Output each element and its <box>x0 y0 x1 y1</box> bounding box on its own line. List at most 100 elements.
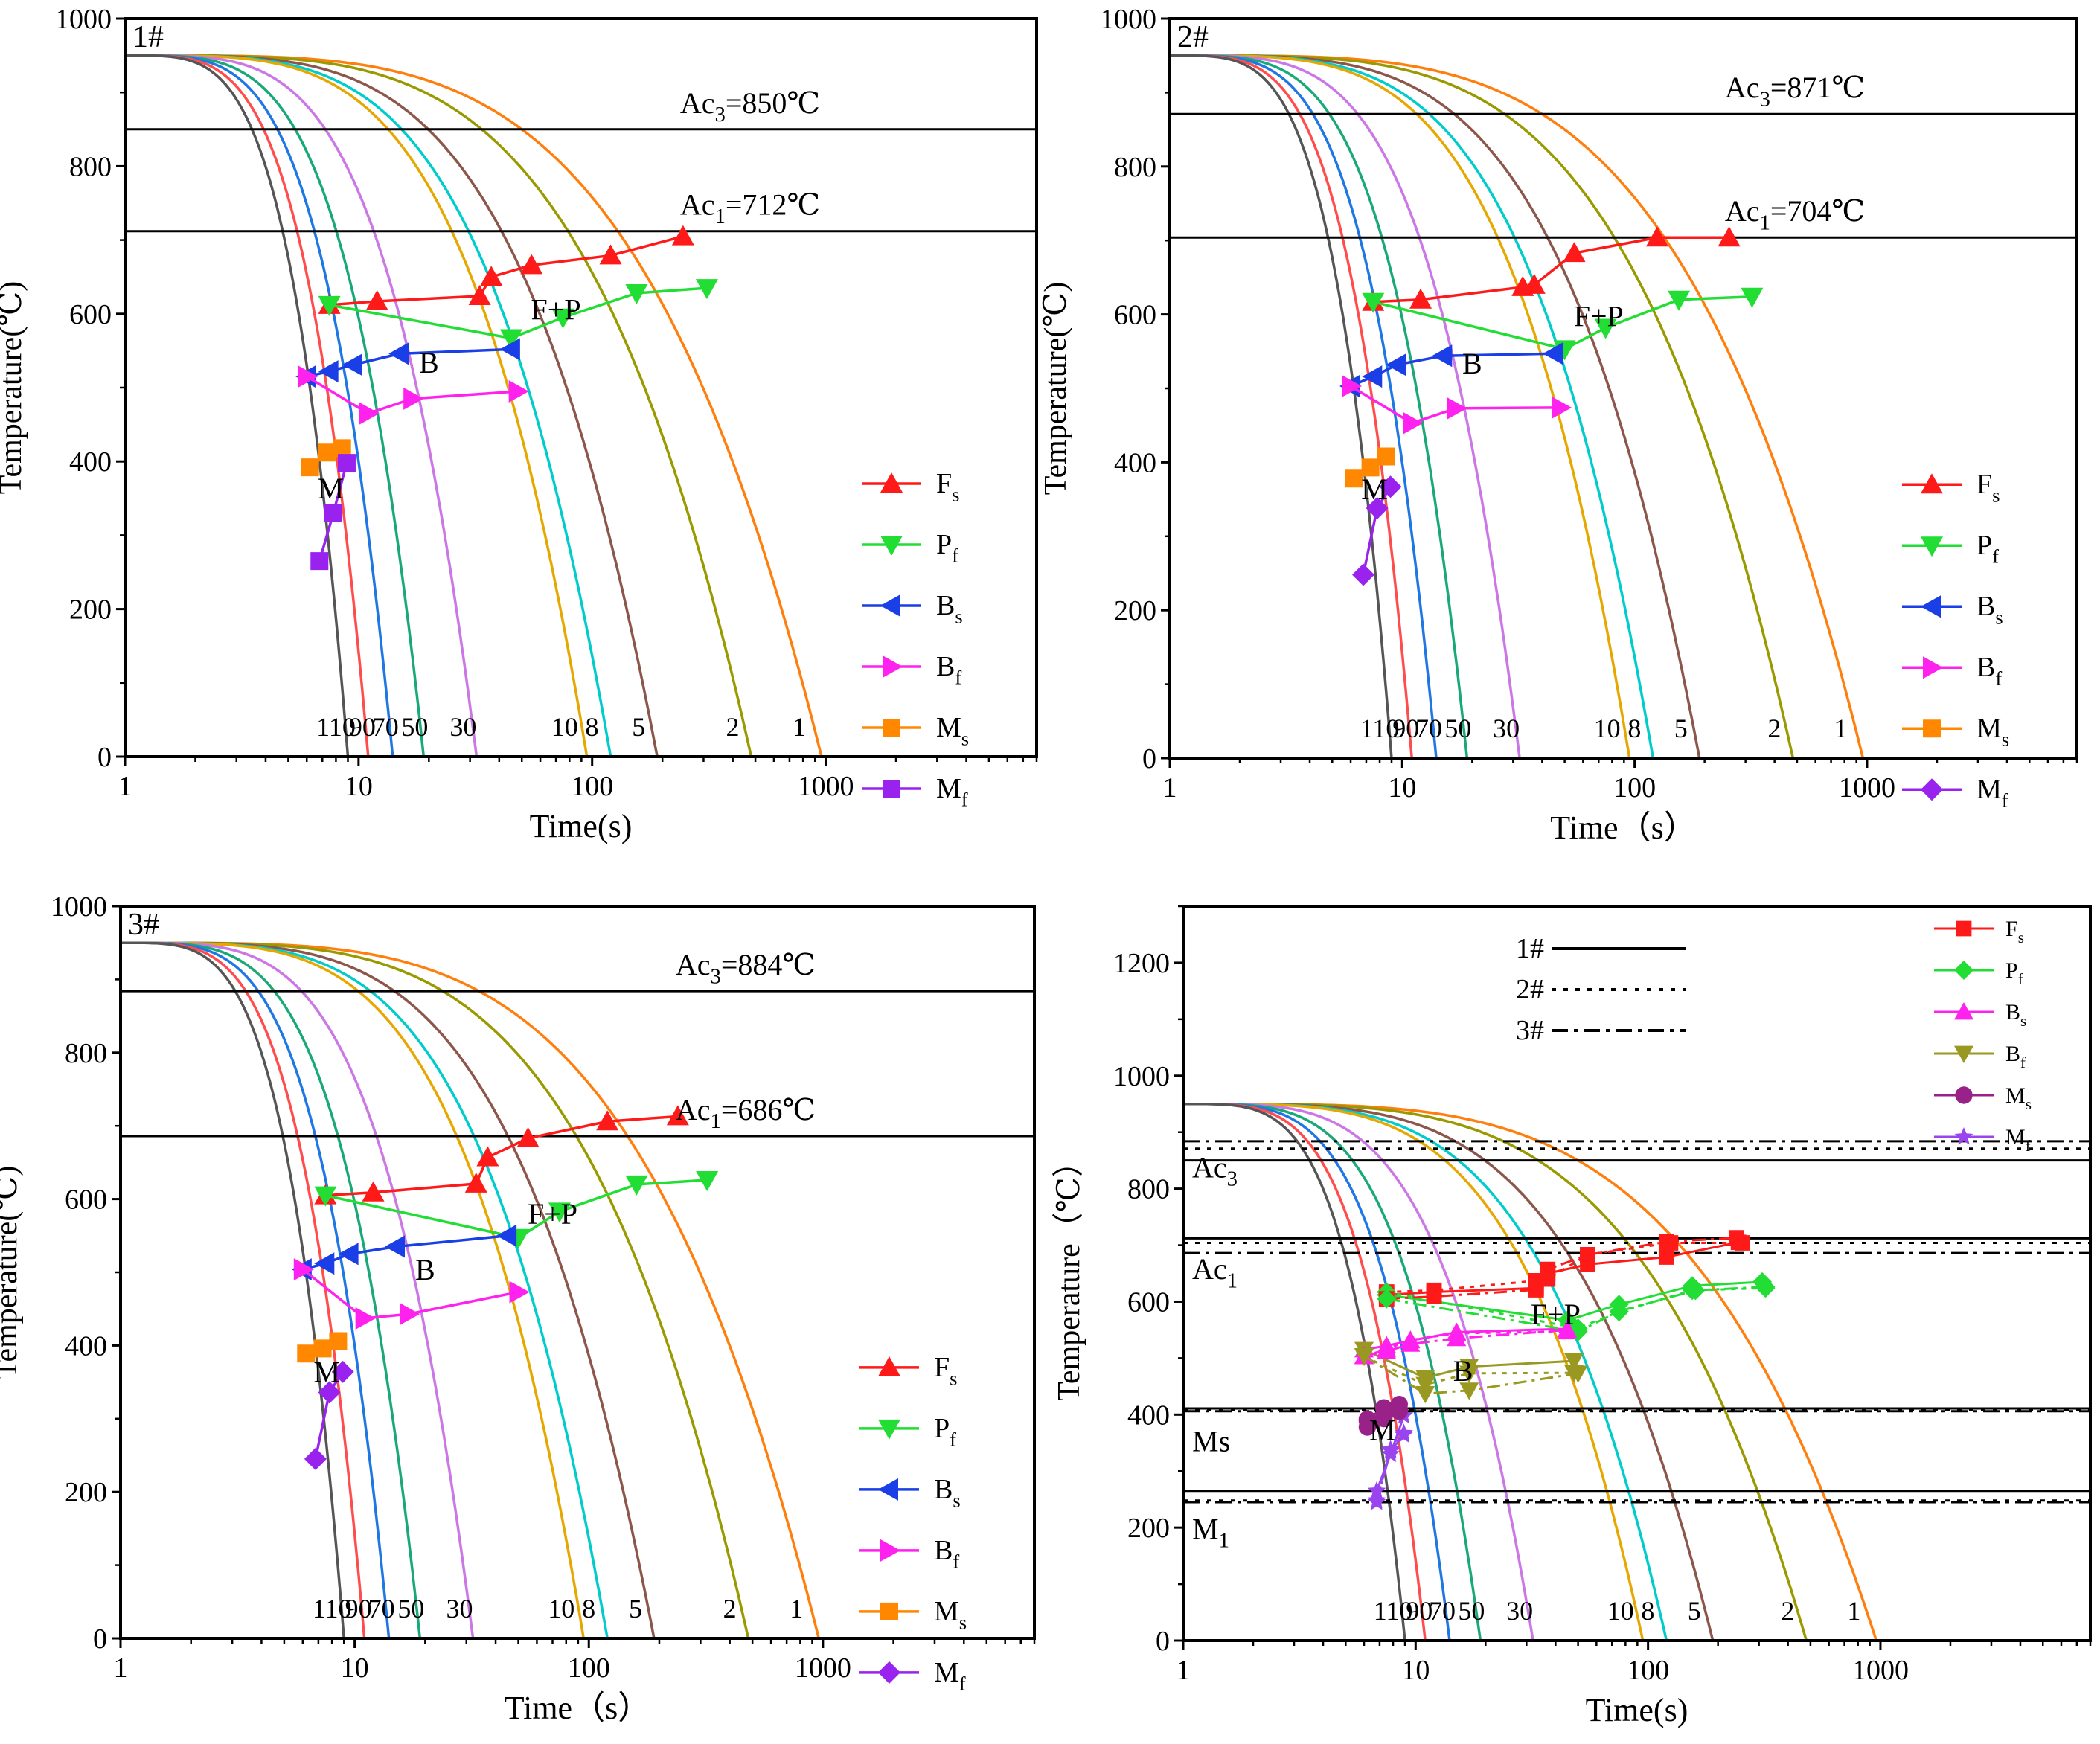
compare-point-B_f-0-3 <box>1564 1353 1584 1371</box>
ac1-label: Ac1=712℃ <box>680 188 820 228</box>
y-tick-label: 400 <box>1114 447 1156 478</box>
cmp-legend-marker-M_s <box>1955 1086 1973 1104</box>
point-B_f-0 <box>1342 375 1363 398</box>
point-M_f-2 <box>331 1360 354 1383</box>
axes-frame <box>119 905 1036 1640</box>
point-B_f-1 <box>359 402 380 425</box>
compare-point-M_f-0-0 <box>1367 1481 1386 1499</box>
legend-label-M_f: Mf <box>934 1657 966 1694</box>
point-B_s-3 <box>1432 344 1453 368</box>
phase-label-2: Ms <box>1192 1425 1230 1458</box>
x-tick-label: 10 <box>341 1652 369 1684</box>
y-tick-label: 200 <box>1114 595 1156 626</box>
point-F_s-6 <box>1718 226 1741 247</box>
x-tick-label: 100 <box>1613 772 1656 804</box>
y-tick-label: 600 <box>65 1184 107 1216</box>
cooling-curve-110 <box>1170 54 1393 758</box>
legend-label-F_s: Fs <box>1976 469 2000 506</box>
cmp-legend-marker-B_s <box>1954 1002 1973 1020</box>
legend-marker-M_f <box>883 779 900 798</box>
compare-point-P_f-2-3 <box>1686 1280 1706 1301</box>
x-tick-label: 10 <box>345 771 373 802</box>
point-B_f-3 <box>508 379 529 403</box>
y-tick-label: 200 <box>65 1477 107 1508</box>
region-label-B: B <box>419 346 439 379</box>
point-B_s-1 <box>1362 365 1383 388</box>
point-M_s-2 <box>329 1332 348 1350</box>
plot-area <box>1170 54 2077 758</box>
cooling-rate-label-50: 50 <box>1444 714 1471 743</box>
phase-label-0: Ac3 <box>1192 1150 1238 1190</box>
cooling-curve-70 <box>121 941 391 1638</box>
legend-label-B_f: Bf <box>1976 652 2002 689</box>
y-tick-label: 0 <box>1156 1626 1170 1657</box>
compare-line-P_f-2 <box>1386 1286 1766 1333</box>
legend-marker-P_f <box>878 1419 900 1440</box>
compare-point-M_s-2-0 <box>1358 1411 1377 1430</box>
x-tick-label: 10 <box>1388 772 1416 804</box>
ac3-label: Ac3=884℃ <box>676 948 816 988</box>
cooling-rate-label-5: 5 <box>632 712 645 742</box>
legend-marker-B_f <box>1923 656 1943 679</box>
compare-point-B_f-1-1 <box>1415 1376 1435 1395</box>
point-M_s-2 <box>333 439 351 458</box>
point-M_s-0 <box>1345 469 1363 488</box>
point-P_f-2 <box>1594 318 1617 339</box>
point-M_f-1 <box>318 1381 341 1404</box>
cooling-curve-2 <box>125 54 753 757</box>
point-M_s-1 <box>313 1339 332 1358</box>
compare-point-F_s-2-6 <box>1728 1230 1744 1246</box>
y-axis-title: Temperature(℃) <box>1039 282 1073 496</box>
cooling-rate-label-5: 5 <box>1674 714 1688 743</box>
cooling-rate-label-70: 70 <box>368 1594 395 1623</box>
legend-marker-F_s <box>1921 473 1943 494</box>
point-F_s-3 <box>480 266 503 286</box>
point-B_f-0 <box>298 365 318 388</box>
cooling-curve-8 <box>1170 54 1655 758</box>
y-tick-label: 0 <box>93 1623 107 1655</box>
point-B_s-1 <box>314 1252 335 1275</box>
ac1-label: Ac1=686℃ <box>676 1093 816 1133</box>
compare-point-M_s-2-1 <box>1374 1408 1393 1426</box>
point-B_s-1 <box>318 360 339 383</box>
cooling-rate-label-5: 5 <box>1688 1596 1701 1626</box>
cooling-curve-5 <box>121 941 656 1638</box>
point-F_s-5 <box>599 244 622 265</box>
point-F_s-3 <box>476 1146 499 1167</box>
legend-label-P_f: Pf <box>1976 530 1999 567</box>
point-P_f-0 <box>1362 292 1385 313</box>
point-B_s-2 <box>338 1243 359 1266</box>
x-tick-label: 10 <box>1401 1655 1430 1686</box>
legend-label-P_f: Pf <box>934 1413 956 1450</box>
cooling-rate-label-90: 90 <box>1406 1596 1432 1626</box>
point-B_f-0 <box>293 1258 314 1281</box>
compare-point-F_s-2-4 <box>1580 1247 1595 1263</box>
cmp-legend-marker-M_f <box>1954 1127 1973 1145</box>
point-P_f-3 <box>625 1175 648 1196</box>
region-label-M: M <box>1369 1413 1396 1446</box>
cooling-rate-label-50: 50 <box>401 712 428 742</box>
point-F_s-5 <box>596 1110 619 1131</box>
cooling-rate-label-110: 110 <box>316 712 356 742</box>
region-label-F+P: F+P <box>531 293 581 327</box>
point-M_f-0 <box>304 1447 327 1470</box>
point-P_f-0 <box>318 295 341 316</box>
phase-label-3: M1 <box>1192 1512 1229 1552</box>
point-B_s-3 <box>385 1235 406 1258</box>
point-M_f-0 <box>310 552 329 571</box>
point-P_f-4 <box>695 279 718 300</box>
cooling-curve-90 <box>1170 54 1413 758</box>
y-tick-label: 800 <box>1127 1174 1170 1205</box>
legend-marker-B_f <box>880 1539 900 1562</box>
legend-label-M_s: Ms <box>934 1596 967 1633</box>
cooling-rate-label-2: 2 <box>1781 1596 1794 1626</box>
x-tick-label: 1 <box>1163 772 1177 804</box>
point-P_f-4 <box>696 1171 719 1192</box>
compare-point-F_s-0-5 <box>1658 1249 1674 1265</box>
cooling-curve-110 <box>1183 1102 1406 1641</box>
legend-marker-P_f <box>1921 536 1943 557</box>
cooling-curve-70 <box>1170 54 1438 758</box>
x-axis-title: Time(s) <box>1586 1692 1688 1728</box>
cooling-rate-label-2: 2 <box>723 1594 737 1623</box>
